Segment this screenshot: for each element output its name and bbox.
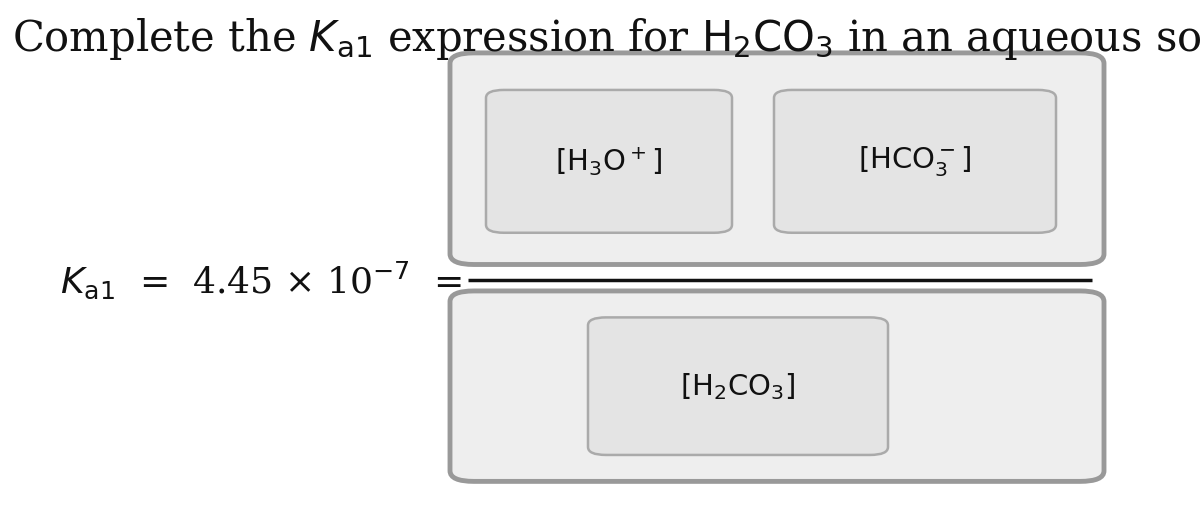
Text: Complete the $K_{\mathrm{a1}}$ expression for $\mathrm{H_2CO_3}$ in an aqueous s: Complete the $K_{\mathrm{a1}}$ expressio… — [12, 16, 1200, 62]
FancyBboxPatch shape — [588, 317, 888, 455]
FancyBboxPatch shape — [486, 90, 732, 233]
FancyBboxPatch shape — [450, 291, 1104, 481]
FancyBboxPatch shape — [774, 90, 1056, 233]
Text: $[\mathrm{H_2CO_3}]$: $[\mathrm{H_2CO_3}]$ — [680, 371, 796, 402]
Text: $[\mathrm{H_3O^+}]$: $[\mathrm{H_3O^+}]$ — [556, 145, 662, 178]
Text: $[\mathrm{HCO_3^-}]$: $[\mathrm{HCO_3^-}]$ — [858, 144, 972, 178]
Text: $K_{\mathrm{a1}}$  =  4.45 × 10$^{-7}$  =: $K_{\mathrm{a1}}$ = 4.45 × 10$^{-7}$ = — [60, 260, 462, 301]
FancyBboxPatch shape — [450, 53, 1104, 264]
